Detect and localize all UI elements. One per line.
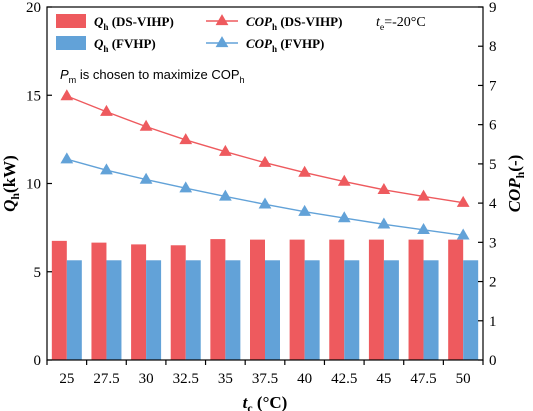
point-marker <box>337 211 351 223</box>
point-marker <box>456 228 470 240</box>
bar <box>146 260 162 360</box>
y-right-tick-label: 7 <box>489 78 497 94</box>
x-tick-label: 50 <box>456 371 471 387</box>
bars-layer <box>51 239 479 360</box>
x-tick-label: 45 <box>376 371 391 387</box>
y-right-tick-label: 0 <box>489 353 497 369</box>
y-left-tick-label: 5 <box>34 265 42 281</box>
x-tick-label: 47.5 <box>410 371 436 387</box>
point-marker <box>218 189 232 201</box>
x-tick-label: 40 <box>297 371 312 387</box>
legend-label: Qh (DS-VIHP) <box>94 14 174 32</box>
point-marker <box>60 89 74 101</box>
axes-layer <box>46 6 484 365</box>
y-left-axis-title: Qh(kW) <box>0 155 22 212</box>
point-marker <box>377 182 391 194</box>
series-line <box>66 158 464 236</box>
lines-layer <box>60 89 470 240</box>
y-right-tick-label: 6 <box>489 118 497 134</box>
bar <box>106 260 122 360</box>
legend-label: COPh (DS-VIHP) <box>246 14 342 32</box>
series-line <box>66 95 464 204</box>
y-right-tick-label: 8 <box>489 39 497 55</box>
bar <box>170 245 186 360</box>
point-marker <box>179 181 193 193</box>
x-tick-label: 27.5 <box>93 371 119 387</box>
point-marker <box>417 189 430 201</box>
legend-layer: Qh (DS-VIHP) Qh (FVHP) COPh (DS-VIHP) COPh … <box>56 14 342 54</box>
bar <box>463 260 479 360</box>
note-annotation: Pm is chosen to maximize COPh <box>60 67 245 85</box>
condition-annotation: te=-20°C <box>376 15 426 33</box>
bar <box>185 260 201 360</box>
bar <box>210 239 226 360</box>
x-tick-label: 37.5 <box>252 371 278 387</box>
y-right-tick-label: 5 <box>489 157 497 173</box>
bar <box>225 260 241 360</box>
bar <box>448 239 464 360</box>
y-left-tick-label: 10 <box>26 177 41 193</box>
legend-label: Qh (FVHP) <box>94 36 156 54</box>
point-marker <box>100 104 113 116</box>
point-marker <box>100 163 113 175</box>
y-right-tick-label: 1 <box>489 314 497 330</box>
point-marker <box>377 217 391 229</box>
point-marker <box>218 144 232 156</box>
bar <box>131 244 147 360</box>
bar <box>289 239 305 360</box>
bar <box>423 260 439 360</box>
point-marker <box>139 119 153 131</box>
bar <box>368 239 384 360</box>
legend-marker <box>215 14 229 26</box>
point-marker <box>139 172 153 184</box>
y-right-tick-label: 3 <box>489 235 497 251</box>
y-left-tick-label: 15 <box>26 88 41 104</box>
bar <box>344 260 360 360</box>
y-right-tick-label: 9 <box>489 0 497 16</box>
legend-swatch <box>56 36 86 50</box>
legend-marker <box>215 36 229 48</box>
x-tick-label: 42.5 <box>331 371 357 387</box>
bar <box>51 240 67 360</box>
bar <box>408 239 424 360</box>
point-marker <box>60 152 74 164</box>
point-marker <box>258 155 272 167</box>
y-right-tick-label: 4 <box>489 196 497 212</box>
bar <box>66 260 82 360</box>
bar <box>250 239 265 360</box>
bar <box>304 260 320 360</box>
y-left-tick-label: 20 <box>26 0 41 16</box>
x-axis-title: tc (°C) <box>243 393 288 411</box>
x-tick-label: 25 <box>59 371 74 387</box>
point-marker <box>298 165 312 177</box>
x-tick-label: 30 <box>139 371 154 387</box>
point-marker <box>179 133 193 145</box>
point-marker <box>337 174 351 186</box>
legend-label: COPh (FVHP) <box>246 36 324 54</box>
y-right-tick-label: 2 <box>489 275 497 291</box>
y-left-tick-label: 0 <box>34 353 42 369</box>
bar <box>383 260 399 360</box>
x-tick-label: 32.5 <box>173 371 199 387</box>
bar <box>329 239 345 360</box>
point-marker <box>258 197 272 209</box>
point-marker <box>456 195 470 207</box>
point-marker <box>417 222 430 234</box>
point-marker <box>298 204 312 216</box>
bar <box>91 242 107 360</box>
bar <box>265 260 280 360</box>
legend-swatch <box>56 14 86 28</box>
x-tick-label: 35 <box>218 371 233 387</box>
y-right-axis-title: COPh(-) <box>505 155 527 213</box>
